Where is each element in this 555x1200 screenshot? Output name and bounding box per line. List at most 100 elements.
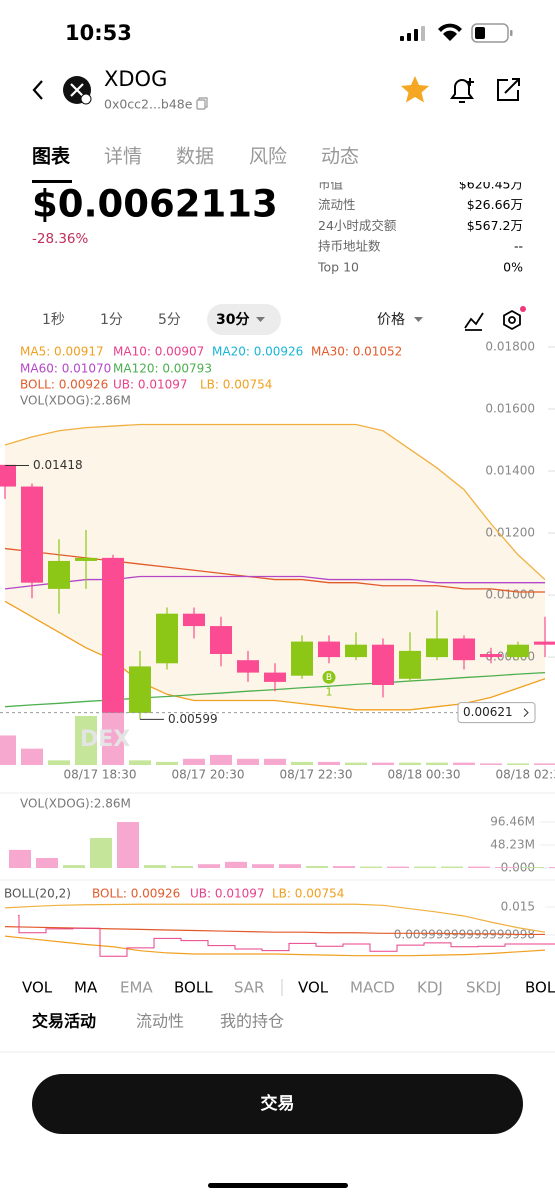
y-tick-label: 0.00999999999999998: [394, 928, 535, 942]
badge: [520, 306, 526, 312]
indicator-tab[interactable]: BOLL: [525, 979, 555, 997]
indicator-tabs: VOL MA EMA BOLL SAR VOL MACD KDJ SKDJ BOLL: [22, 979, 555, 997]
indicator-tab[interactable]: KDJ: [417, 979, 443, 997]
volume-bar: [306, 866, 328, 868]
home-indicator: [208, 1183, 348, 1188]
activity-tabs: 交易活动 流动性 我的持仓: [32, 1012, 284, 1031]
indicator-tab[interactable]: MACD: [350, 979, 395, 997]
volume-bar: [318, 761, 340, 765]
volume-bar: [507, 763, 529, 765]
volume-bar: [144, 865, 166, 868]
y-tick-label: 0.01600: [485, 402, 535, 416]
volume-bar: [549, 867, 555, 868]
candle-body: [318, 641, 340, 658]
candle-body: [345, 644, 367, 658]
x-tick-label: 08/17 20:30: [172, 768, 245, 782]
volume-bar: [333, 866, 355, 868]
indicator-tab[interactable]: SKDJ: [466, 979, 501, 997]
candle-body: [210, 626, 232, 654]
candle-body: [75, 557, 97, 561]
tab[interactable]: 数据: [176, 146, 214, 168]
indicator-tab[interactable]: VOL: [298, 979, 329, 997]
indicator-tab[interactable]: SAR: [234, 979, 264, 997]
volume-bar: [225, 861, 247, 868]
panel-title: BOLL(20,2): [4, 887, 71, 901]
volume-bar: [441, 866, 463, 868]
interval[interactable]: 5分: [158, 312, 181, 328]
price-mode[interactable]: 价格: [377, 312, 405, 328]
tab[interactable]: 风险: [249, 146, 287, 168]
trade-button[interactable]: [32, 1074, 523, 1134]
buy-marker: [322, 670, 336, 684]
stat-label: Top 10: [317, 259, 359, 274]
legend-entry: LB: 0.00754: [272, 887, 344, 901]
token-symbol: XDOG: [104, 67, 167, 91]
y-tick-label: 0.015: [501, 900, 535, 914]
stat-value: --: [514, 239, 523, 254]
low-label: 0.00599: [168, 712, 218, 726]
token-logo: [63, 76, 92, 105]
favorite-button[interactable]: [401, 76, 429, 103]
volume-bar: [291, 761, 313, 765]
high-label: 0.01418: [33, 458, 83, 472]
stat-value: $567.2万: [467, 218, 523, 233]
stat-label: 持币地址数: [318, 239, 381, 254]
last-price-label: 0.00621: [463, 705, 513, 719]
chart-tools[interactable]: [464, 309, 521, 331]
legend-entry: MA20: 0.00926: [212, 345, 303, 359]
candle-body: [372, 644, 394, 685]
x-tick-label: 08/18 02:30: [496, 768, 555, 782]
indicator-tab[interactable]: MA: [74, 979, 98, 997]
volume-bar: [360, 866, 382, 868]
tab[interactable]: 详情: [104, 146, 142, 168]
y-tick-label: 0.01200: [485, 526, 535, 540]
close-step-line: [18, 914, 555, 957]
y-tick-label: 0.000: [501, 861, 535, 875]
volume-bar: [279, 864, 301, 868]
candle-body: [264, 672, 286, 682]
volume-bar: [129, 760, 151, 765]
interval[interactable]: 1秒: [42, 312, 65, 328]
volume-bar: [480, 763, 502, 765]
volume-bar: [534, 763, 555, 765]
watermark: DEX: [80, 727, 130, 752]
tab[interactable]: 图表: [32, 145, 71, 168]
activity-tab[interactable]: 交易活动: [32, 1012, 96, 1031]
candle-body: [237, 660, 259, 673]
panel-title: VOL(XDOG):2.86M: [20, 797, 131, 811]
copy-icon[interactable]: [196, 97, 208, 110]
volume-bar: [252, 864, 274, 868]
price: $0.0062113: [32, 183, 278, 226]
activity-tab[interactable]: 流动性: [136, 1012, 184, 1031]
share-button[interactable]: [497, 78, 520, 101]
volume-bar: [414, 866, 436, 868]
stat-value: $26.66万: [467, 197, 523, 212]
alert-button[interactable]: [450, 78, 474, 103]
volume-bar: [183, 758, 205, 765]
y-tick-label: 96.46M: [490, 815, 535, 829]
back-button[interactable]: [32, 80, 43, 100]
interval-active: [207, 304, 281, 335]
tab[interactable]: 动态: [321, 146, 359, 168]
x-tick-label: 08/17 18:30: [64, 768, 137, 782]
indicator-tab[interactable]: VOL: [22, 979, 53, 997]
volume-label: VOL(XDOG):2.86M: [20, 394, 131, 408]
token-address: 0x0cc2...b48e: [104, 97, 193, 112]
candle-body: [453, 638, 475, 661]
interval[interactable]: 1分: [100, 312, 123, 328]
boll-line: [4, 935, 546, 957]
candle-body: [102, 557, 124, 713]
tab-underline: [32, 180, 72, 183]
indicator-tab[interactable]: EMA: [120, 979, 153, 997]
interval[interactable]: 30分: [216, 312, 249, 328]
x-tick-label: 08/18 00:30: [388, 768, 461, 782]
y-tick-label: 0.01800: [485, 340, 535, 354]
indicator-tab[interactable]: BOLL: [174, 979, 213, 997]
charts: 0.018000.016000.014000.012000.010000.008…: [0, 340, 555, 957]
volume-bar: [345, 762, 367, 765]
activity-tab[interactable]: 我的持仓: [220, 1012, 284, 1031]
volume-bar: [399, 762, 421, 765]
candle-body: [480, 653, 502, 658]
